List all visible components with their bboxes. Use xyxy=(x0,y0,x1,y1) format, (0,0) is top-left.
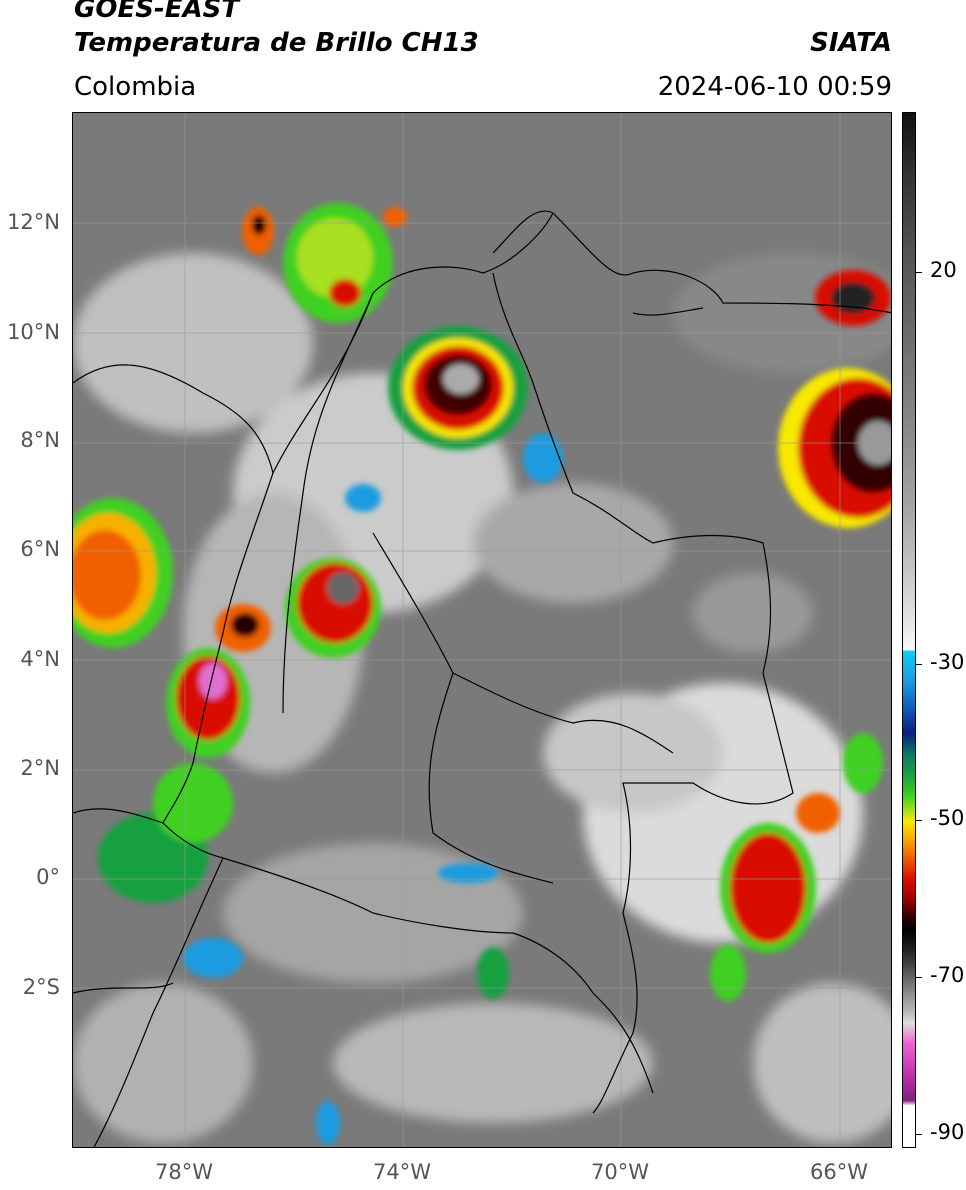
lon-label: 78°W xyxy=(155,1160,213,1184)
region-label: Colombia xyxy=(74,72,197,102)
colorbar-tick: 20 xyxy=(930,258,957,282)
colorbar-tick: -90 xyxy=(930,1120,965,1144)
colorbar-tick-mark xyxy=(916,820,922,821)
lat-label: 6°N xyxy=(20,537,60,561)
graticule xyxy=(73,113,891,1147)
colorbar-tick-mark xyxy=(916,272,922,273)
organization-label: SIATA xyxy=(810,28,892,58)
lat-label: 2°N xyxy=(20,756,60,780)
datetime-label: 2024-06-10 00:59 xyxy=(657,72,892,102)
lon-label: 66°W xyxy=(810,1160,868,1184)
lat-label: 4°N xyxy=(20,647,60,671)
lat-label: 8°N xyxy=(20,428,60,452)
product-title: Temperatura de Brillo CH13 xyxy=(74,28,479,58)
lon-label: 74°W xyxy=(373,1160,431,1184)
map-canvas xyxy=(73,113,891,1147)
storm-cells xyxy=(73,203,891,1145)
country-borders xyxy=(73,210,891,1147)
colorbar-tick: -50 xyxy=(930,806,965,830)
colorbar-tick-mark xyxy=(916,977,922,978)
colorbar-tick: -30 xyxy=(930,650,965,674)
lat-label: 0° xyxy=(36,865,60,889)
lat-label: 10°N xyxy=(7,320,60,344)
colorbar-tick-mark xyxy=(916,1134,922,1135)
colorbar xyxy=(902,112,916,1148)
lat-label: 12°N xyxy=(7,210,60,234)
lon-label: 70°W xyxy=(591,1160,649,1184)
satellite-map[interactable] xyxy=(72,112,892,1148)
satellite-title: GOES-EAST xyxy=(74,0,240,24)
colorbar-tick: -70 xyxy=(930,963,965,987)
colorbar-tick-mark xyxy=(916,664,922,665)
lat-label: 2°S xyxy=(22,975,60,999)
